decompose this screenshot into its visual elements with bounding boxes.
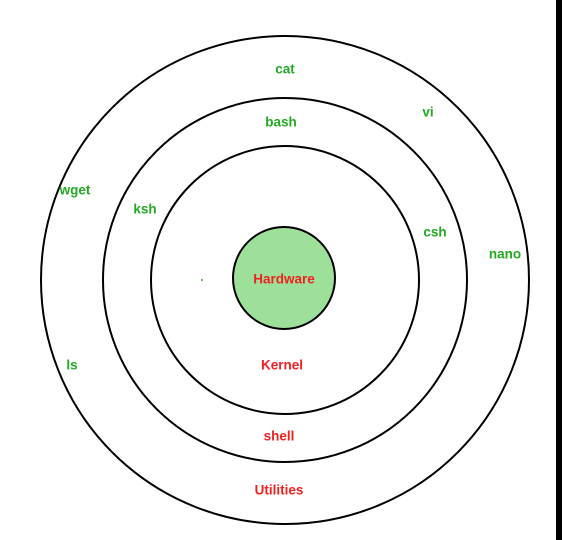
- hardware-core: [232, 226, 336, 330]
- utility-wget: wget: [59, 183, 91, 198]
- shell-bash: bash: [265, 115, 297, 130]
- kernel-label: Kernel: [261, 358, 303, 373]
- shell-ring: [102, 97, 468, 463]
- shell-csh: csh: [423, 225, 446, 240]
- utilities-label: Utilities: [255, 483, 304, 498]
- utility-ls: ls: [66, 358, 77, 373]
- stray-dot: [201, 279, 203, 281]
- shell-ksh: ksh: [133, 202, 156, 217]
- utility-vi: vi: [422, 105, 433, 120]
- utilities-ring: [40, 35, 530, 525]
- hardware-label: Hardware: [253, 272, 315, 287]
- utility-nano: nano: [489, 247, 521, 262]
- utility-cat: cat: [275, 62, 295, 77]
- shell-label: shell: [264, 429, 295, 444]
- kernel-ring: [150, 145, 420, 415]
